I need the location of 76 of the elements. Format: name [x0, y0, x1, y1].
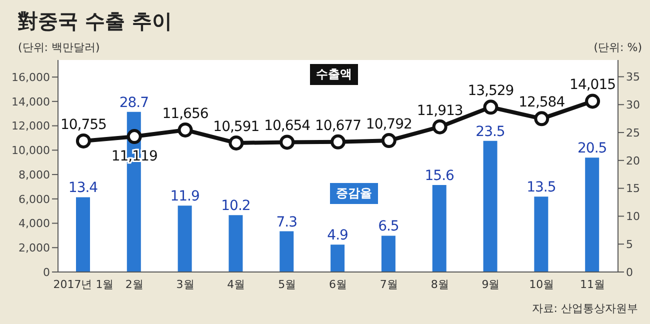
point	[534, 111, 550, 126]
bar	[280, 231, 294, 272]
text: 수출액	[310, 64, 358, 85]
data-label: 11,656	[162, 106, 209, 122]
data-label: 13,529	[468, 83, 514, 100]
bar	[534, 196, 548, 272]
data-label: 10,591	[213, 118, 260, 135]
y-axis-title: (단위: 백만달러)	[18, 40, 100, 55]
point	[483, 100, 498, 115]
y-tick-label: 16,000	[12, 70, 50, 84]
bar	[432, 184, 446, 272]
point	[228, 135, 244, 150]
data-label: 10.2	[221, 198, 250, 214]
bar	[381, 236, 396, 272]
data-label: 10,755	[60, 116, 106, 133]
text: 자료: 산업통상자원부	[532, 301, 638, 316]
y-tick-label: 2,000	[18, 242, 50, 255]
y-tick-label: 10,000	[12, 144, 50, 158]
bar	[178, 206, 192, 272]
y-tick-label: 4,000	[18, 217, 50, 230]
y-tick-label: 14,000	[12, 95, 50, 108]
data-label: 11,913	[416, 102, 463, 119]
y2-tick-label: 25	[626, 126, 640, 140]
y-tick-label: 0	[43, 266, 50, 279]
x-tick-label: 8월	[430, 278, 449, 291]
y-tick-label: 8,000	[18, 168, 50, 182]
bar	[330, 244, 345, 272]
x-tick-label: 2월	[125, 278, 144, 291]
point	[126, 129, 142, 144]
y2-tick-label: 35	[626, 70, 640, 84]
data-label: 4.9	[327, 228, 348, 244]
data-label: 13.5	[526, 180, 556, 196]
x-tick-label: 5월	[278, 278, 296, 291]
y2-tick-label: 10	[626, 210, 640, 224]
data-label: 13.4	[68, 180, 98, 196]
point	[76, 133, 91, 148]
y2-tick-label: 5	[626, 238, 633, 252]
x-tick-label: 7월	[380, 278, 398, 291]
x-tick-label: 2017년 1월	[53, 278, 114, 291]
data-label: 10,654	[264, 118, 311, 134]
y2-tick-label: 30	[626, 98, 640, 112]
x-tick-label: 9월	[482, 278, 500, 291]
x-tick-label: 6월	[329, 278, 347, 291]
y2-axis-title: (단위: %)	[594, 40, 642, 55]
point	[585, 94, 600, 109]
y2-tick-label: 20	[626, 154, 640, 168]
data-label: 11.9	[170, 188, 200, 205]
data-label: 10,677	[315, 118, 361, 134]
bar	[483, 140, 498, 272]
text: 증감율	[330, 183, 378, 204]
point	[381, 133, 396, 148]
point	[280, 134, 295, 150]
y-tick-label: 6,000	[18, 192, 50, 206]
bar	[585, 158, 600, 272]
data-label: 15.6	[424, 168, 455, 184]
bar	[76, 197, 90, 272]
point	[330, 134, 346, 150]
data-label: 20.5	[578, 140, 607, 157]
point	[178, 122, 193, 138]
x-tick-label: 3월	[176, 278, 194, 291]
data-label: 6.5	[378, 218, 399, 235]
data-label: 10,792	[366, 116, 412, 133]
data-label: 7.3	[276, 214, 298, 230]
y2-tick-label: 15	[626, 182, 640, 196]
data-label: 23.5	[476, 124, 505, 140]
x-tick-label: 10월	[529, 278, 554, 291]
bar	[228, 215, 243, 272]
y-tick-label: 12,000	[12, 120, 50, 133]
y2-tick-label: 0	[626, 266, 633, 279]
data-label: 12,584	[518, 94, 566, 111]
data-label: 14,015	[570, 77, 616, 94]
data-label: 28.7	[119, 94, 148, 111]
x-tick-label: 11월	[580, 278, 606, 291]
point	[432, 119, 448, 134]
x-tick-label: 4월	[227, 278, 246, 291]
chart-title: 對중국 수출 추이	[18, 8, 172, 35]
